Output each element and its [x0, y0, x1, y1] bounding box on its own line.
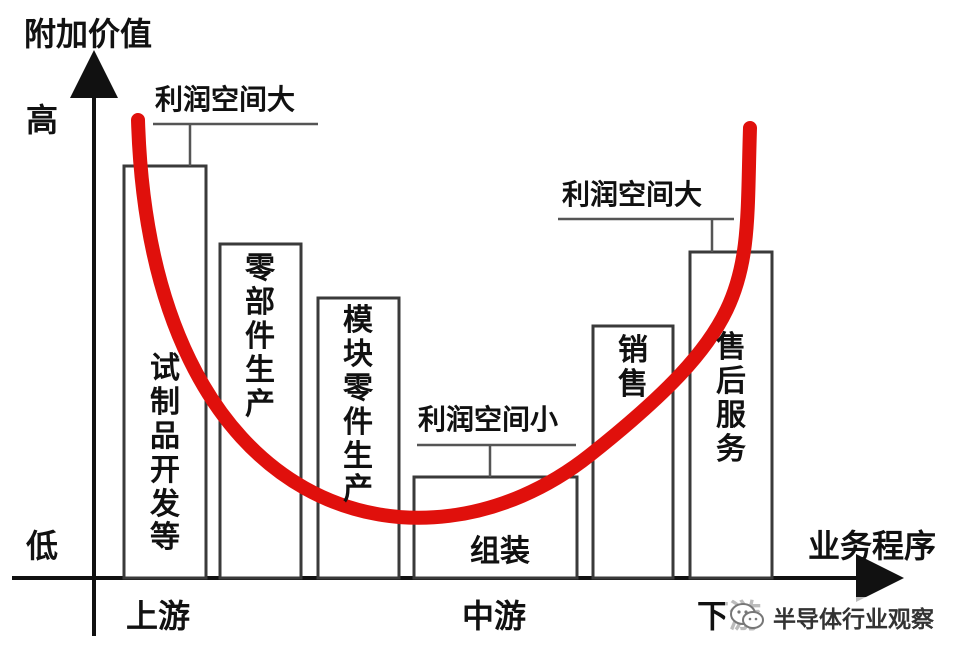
y-axis-high-label: 高	[26, 101, 59, 139]
bar-label-prototype-development: 试制品开发等	[150, 351, 180, 556]
bar-sales	[591, 324, 675, 580]
profit-label-left: 利润空间大	[155, 83, 296, 116]
bar-label-after-sales-service: 售后服务	[716, 330, 746, 467]
bar-label-assembly: 组装	[470, 534, 530, 569]
stage-upstream: 上游	[126, 597, 191, 635]
watermark-text: 半导体行业观察	[773, 607, 934, 633]
y-axis-low-label: 低	[26, 527, 59, 565]
smile-curve	[131, 113, 757, 525]
x-axis-title: 业务程序	[808, 527, 937, 565]
bar-label-component-production: 零部件生产	[245, 251, 275, 422]
profit-label-right: 利润空间大	[562, 178, 703, 211]
profit-bracket-left	[153, 122, 318, 166]
bar-module-production	[316, 296, 401, 580]
bar-label-module-production: 模块零件生产	[343, 303, 373, 508]
profit-bracket-right	[558, 217, 734, 252]
bar-assembly	[412, 475, 579, 580]
watermark: 半导体行业观察	[725, 597, 942, 637]
stage-midstream: 中游	[462, 597, 527, 635]
wechat-icon	[730, 603, 764, 629]
profit-label-middle: 利润空间小	[418, 403, 559, 436]
profit-bracket-middle	[417, 443, 576, 477]
bar-component-production	[218, 242, 303, 580]
y-axis-title: 附加价值	[24, 15, 153, 53]
bar-label-sales: 销售	[618, 333, 648, 402]
